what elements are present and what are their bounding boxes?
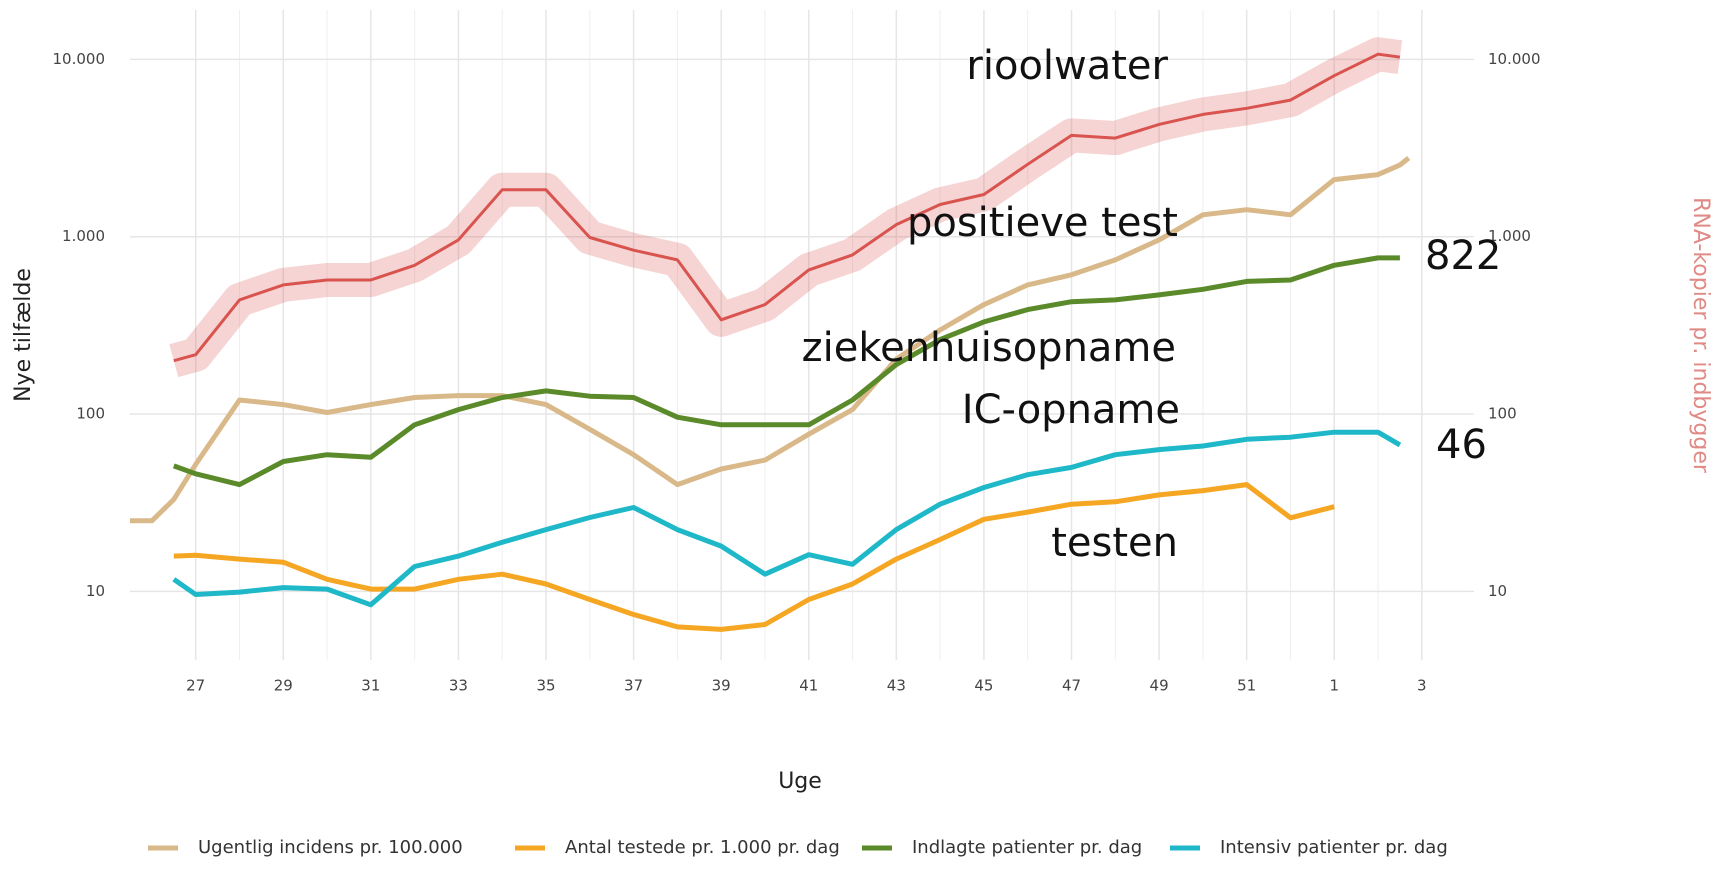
x-tick-label: 3: [1417, 677, 1427, 695]
x-tick-label: 29: [274, 677, 293, 695]
grid: [130, 10, 1470, 660]
y-tick-label: 10: [86, 582, 105, 600]
y2-axis-title: RNA-kopier pr. indbygger: [1688, 197, 1713, 474]
x-tick-label: 35: [536, 677, 555, 695]
y-tick-label: 100: [76, 405, 105, 423]
annotation: rioolwater: [966, 43, 1168, 89]
y2-tick-label: 100: [1488, 405, 1517, 423]
annotation: ziekenhuisopname: [802, 325, 1176, 371]
x-tick-label: 27: [186, 677, 205, 695]
x-tick-label: 49: [1150, 677, 1169, 695]
y-axis-title: Nye tilfælde: [11, 268, 36, 402]
x-tick-label: 31: [361, 677, 380, 695]
x-axis-title: Uge: [778, 769, 822, 794]
x-tick-label: 41: [799, 677, 818, 695]
y2-tick-label: 10: [1488, 582, 1507, 600]
x-tick-label: 1: [1329, 677, 1339, 695]
y-tick-label: 1.000: [62, 227, 105, 245]
series-line: [172, 255, 1400, 488]
x-tick-label: 45: [974, 677, 993, 695]
series-band: [169, 37, 1403, 378]
series-line: [130, 156, 1411, 524]
annotation: 822: [1425, 233, 1501, 279]
y2-tick-label: 10.000: [1488, 50, 1541, 68]
annotation: testen: [1051, 520, 1178, 566]
series-line: [172, 429, 1402, 608]
y-tick-label: 10.000: [53, 50, 106, 68]
x-tick-label: 47: [1062, 677, 1081, 695]
y2-tick-label: 1.000: [1488, 227, 1531, 245]
annotation: IC-opname: [962, 387, 1180, 433]
x-tick-label: 43: [887, 677, 906, 695]
annotation: 46: [1436, 422, 1487, 468]
legend-label: Antal testede pr. 1.000 pr. dag: [565, 837, 840, 858]
series-line: [173, 52, 1401, 363]
x-tick-label: 33: [449, 677, 468, 695]
series-line: [173, 482, 1335, 632]
x-tick-label: 37: [624, 677, 643, 695]
legend-label: Ugentlig incidens pr. 100.000: [198, 837, 463, 858]
x-tick-label: 39: [712, 677, 731, 695]
legend-label: Indlagte patienter pr. dag: [912, 837, 1142, 858]
legend-label: Intensiv patienter pr. dag: [1220, 837, 1448, 858]
annotation: positieve test: [907, 200, 1178, 246]
x-tick-label: 51: [1237, 677, 1256, 695]
